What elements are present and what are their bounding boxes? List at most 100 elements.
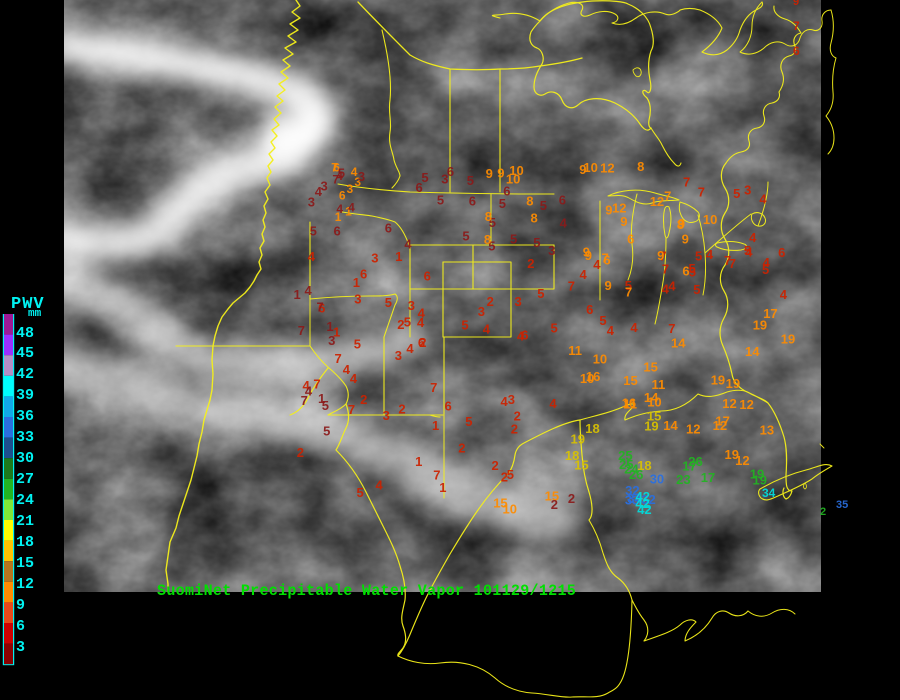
svg-text:18: 18 [565, 448, 579, 463]
svg-text:7: 7 [662, 262, 669, 277]
svg-text:5: 5 [461, 317, 468, 332]
svg-text:5: 5 [551, 320, 558, 335]
svg-text:10: 10 [580, 371, 594, 386]
svg-text:9: 9 [793, 0, 799, 8]
svg-text:7: 7 [793, 19, 800, 33]
svg-text:4: 4 [336, 202, 343, 216]
svg-text:10: 10 [509, 163, 523, 178]
svg-text:5: 5 [467, 173, 474, 188]
svg-text:7: 7 [625, 285, 632, 300]
svg-text:5: 5 [733, 186, 740, 201]
svg-text:5: 5 [421, 170, 428, 185]
svg-text:12: 12 [600, 161, 614, 176]
svg-text:5: 5 [465, 414, 472, 429]
svg-text:4: 4 [662, 282, 670, 297]
svg-text:7: 7 [430, 380, 437, 395]
svg-text:4: 4 [404, 236, 412, 251]
svg-text:5: 5 [462, 228, 469, 243]
svg-text:2: 2 [511, 421, 518, 436]
svg-text:4: 4 [406, 341, 414, 356]
svg-text:6: 6 [339, 189, 346, 203]
svg-text:5: 5 [510, 232, 517, 247]
svg-text:7: 7 [317, 300, 324, 315]
svg-text:7: 7 [313, 377, 320, 392]
svg-text:4: 4 [759, 191, 767, 206]
svg-text:12: 12 [739, 397, 753, 412]
svg-text:4: 4 [580, 267, 588, 282]
svg-text:7: 7 [664, 189, 671, 204]
svg-text:10: 10 [703, 212, 717, 227]
svg-text:7: 7 [568, 278, 575, 293]
svg-text:19: 19 [644, 418, 658, 433]
svg-text:14: 14 [671, 336, 686, 351]
svg-text:1: 1 [326, 319, 333, 334]
svg-text:6: 6 [334, 223, 341, 238]
svg-text:3: 3 [328, 333, 335, 348]
svg-text:14: 14 [663, 418, 678, 433]
svg-text:6: 6 [445, 399, 452, 414]
svg-text:5: 5 [533, 235, 540, 250]
svg-text:3: 3 [354, 292, 361, 307]
svg-text:2: 2 [551, 497, 558, 512]
svg-text:1: 1 [353, 275, 360, 290]
svg-text:2: 2 [820, 506, 826, 518]
svg-text:7: 7 [683, 174, 690, 189]
svg-text:5: 5 [744, 243, 751, 258]
svg-text:5: 5 [540, 198, 547, 213]
svg-text:5: 5 [599, 313, 606, 328]
svg-text:34: 34 [762, 486, 776, 500]
svg-text:3: 3 [383, 408, 390, 423]
svg-text:7: 7 [335, 351, 342, 366]
svg-text:9: 9 [585, 248, 592, 263]
svg-text:9: 9 [678, 216, 685, 231]
svg-text:4: 4 [517, 329, 525, 344]
svg-text:2: 2 [360, 392, 367, 407]
svg-text:4: 4 [593, 257, 601, 272]
svg-text:3: 3 [358, 169, 365, 184]
svg-text:4: 4 [348, 200, 355, 214]
svg-text:4: 4 [549, 396, 557, 411]
svg-text:7: 7 [348, 402, 355, 417]
svg-text:3: 3 [744, 182, 751, 197]
svg-text:12: 12 [650, 194, 664, 209]
svg-text:26: 26 [688, 454, 702, 469]
svg-text:7: 7 [698, 184, 705, 199]
svg-text:5: 5 [354, 336, 361, 351]
svg-text:19: 19 [726, 376, 740, 391]
svg-text:9: 9 [620, 214, 627, 229]
svg-text:3: 3 [395, 348, 402, 363]
svg-text:6: 6 [586, 302, 593, 317]
svg-text:16: 16 [622, 395, 636, 410]
svg-text:7: 7 [668, 321, 675, 336]
svg-text:4: 4 [560, 215, 568, 230]
svg-text:42: 42 [636, 489, 650, 504]
svg-text:42: 42 [637, 502, 651, 517]
svg-text:7: 7 [724, 253, 731, 268]
svg-text:3: 3 [548, 243, 555, 258]
svg-text:2: 2 [297, 445, 304, 460]
svg-text:6: 6 [793, 44, 800, 58]
svg-text:2: 2 [398, 401, 405, 416]
svg-text:10: 10 [503, 502, 517, 517]
svg-text:1: 1 [294, 287, 301, 302]
svg-text:9: 9 [682, 232, 689, 247]
svg-text:9: 9 [486, 166, 493, 181]
svg-text:6: 6 [778, 245, 785, 260]
svg-text:4: 4 [376, 478, 384, 493]
svg-text:6: 6 [627, 232, 634, 247]
svg-text:19: 19 [750, 467, 764, 482]
svg-text:5: 5 [323, 424, 330, 439]
svg-text:5: 5 [385, 295, 392, 310]
svg-text:2: 2 [492, 458, 499, 473]
svg-text:23: 23 [676, 472, 690, 487]
svg-text:15: 15 [623, 373, 637, 388]
svg-text:4: 4 [706, 247, 714, 262]
svg-text:8: 8 [484, 232, 491, 247]
svg-text:8: 8 [485, 209, 492, 224]
svg-text:5: 5 [689, 261, 696, 276]
svg-text:4: 4 [351, 165, 358, 179]
svg-text:30: 30 [650, 471, 664, 486]
svg-text:2: 2 [487, 294, 494, 309]
svg-text:8: 8 [637, 159, 644, 174]
svg-text:17: 17 [701, 470, 715, 485]
